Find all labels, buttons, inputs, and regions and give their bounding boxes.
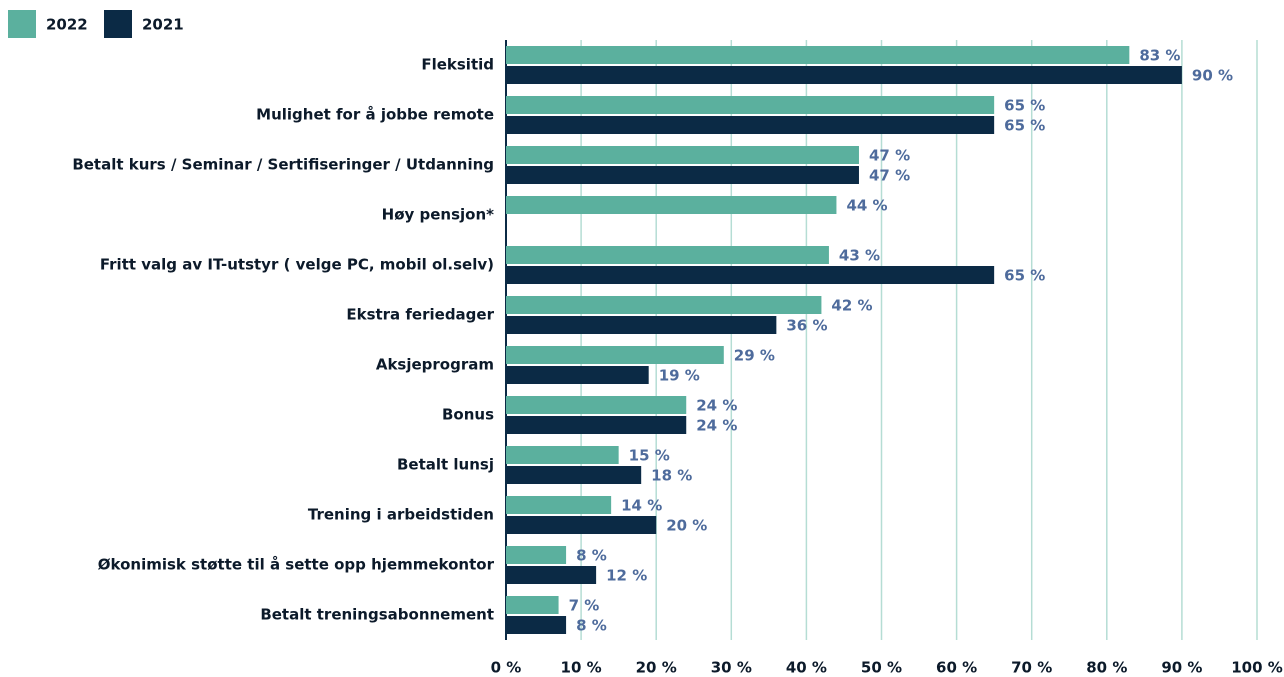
bar	[506, 296, 822, 314]
bar	[506, 616, 567, 634]
bar	[506, 46, 1130, 64]
x-tick-label: 30 %	[711, 659, 752, 677]
value-label: 15 %	[629, 447, 670, 465]
x-tick-label: 10 %	[561, 659, 602, 677]
bar	[506, 246, 829, 264]
value-label: 29 %	[734, 347, 775, 365]
value-label: 20 %	[666, 517, 707, 535]
x-tick-label: 80 %	[1086, 659, 1127, 677]
value-label: 7 %	[569, 597, 600, 615]
y-tick-label: Aksjeprogram	[376, 356, 494, 374]
bar	[506, 116, 995, 134]
value-label: 43 %	[839, 247, 880, 265]
value-label: 36 %	[786, 317, 827, 335]
legend-label: 2022	[46, 16, 88, 34]
bar	[506, 496, 612, 514]
value-label: 8 %	[576, 617, 607, 635]
y-tick-label: Mulighet for å jobbe remote	[256, 106, 494, 124]
y-tick-label: Ekstra feriedager	[346, 306, 494, 324]
value-label: 44 %	[846, 197, 887, 215]
value-label: 65 %	[1004, 117, 1045, 135]
x-tick-label: 20 %	[636, 659, 677, 677]
value-label: 47 %	[869, 147, 910, 165]
y-tick-label: Betalt treningsabonnement	[260, 606, 494, 624]
bar	[506, 166, 859, 184]
bar	[506, 446, 619, 464]
value-label: 19 %	[659, 367, 700, 385]
value-label: 12 %	[606, 567, 647, 585]
value-label: 24 %	[696, 397, 737, 415]
value-label: 90 %	[1192, 67, 1233, 85]
bar	[506, 146, 859, 164]
legend-label: 2021	[142, 16, 184, 34]
y-tick-label: Trening i arbeidstiden	[308, 506, 494, 524]
bar	[506, 396, 687, 414]
value-label: 14 %	[621, 497, 662, 515]
bar	[506, 346, 724, 364]
y-tick-label: Betalt lunsj	[397, 456, 494, 474]
value-label: 83 %	[1139, 47, 1180, 65]
y-tick-label: Bonus	[442, 406, 494, 424]
value-label: 24 %	[696, 417, 737, 435]
x-tick-label: 0 %	[491, 659, 522, 677]
legend-swatch	[8, 10, 36, 38]
y-tick-label: Betalt kurs / Seminar / Sertifiseringer …	[72, 156, 494, 174]
bar	[506, 566, 597, 584]
x-tick-label: 40 %	[786, 659, 827, 677]
bar	[506, 66, 1182, 84]
bar	[506, 96, 995, 114]
bar	[506, 366, 649, 384]
value-label: 42 %	[831, 297, 872, 315]
bar	[506, 316, 777, 334]
bar	[506, 266, 995, 284]
y-tick-label: Fleksitid	[421, 56, 494, 74]
y-tick-label: Høy pensjon*	[382, 206, 495, 224]
y-tick-label: Økonimisk støtte til å sette opp hjemmek…	[98, 556, 495, 574]
x-tick-label: 70 %	[1011, 659, 1052, 677]
x-tick-label: 90 %	[1161, 659, 1202, 677]
value-label: 65 %	[1004, 267, 1045, 285]
x-tick-label: 100 %	[1231, 659, 1283, 677]
bar	[506, 466, 642, 484]
value-label: 47 %	[869, 167, 910, 185]
legend-swatch	[104, 10, 132, 38]
bar	[506, 546, 567, 564]
x-tick-label: 50 %	[861, 659, 902, 677]
value-label: 8 %	[576, 547, 607, 565]
bar	[506, 416, 687, 434]
y-tick-label: Fritt valg av IT-utstyr ( velge PC, mobi…	[100, 256, 494, 274]
value-label: 65 %	[1004, 97, 1045, 115]
bar	[506, 196, 837, 214]
x-tick-label: 60 %	[936, 659, 977, 677]
bar	[506, 516, 657, 534]
value-label: 18 %	[651, 467, 692, 485]
bar	[506, 596, 559, 614]
